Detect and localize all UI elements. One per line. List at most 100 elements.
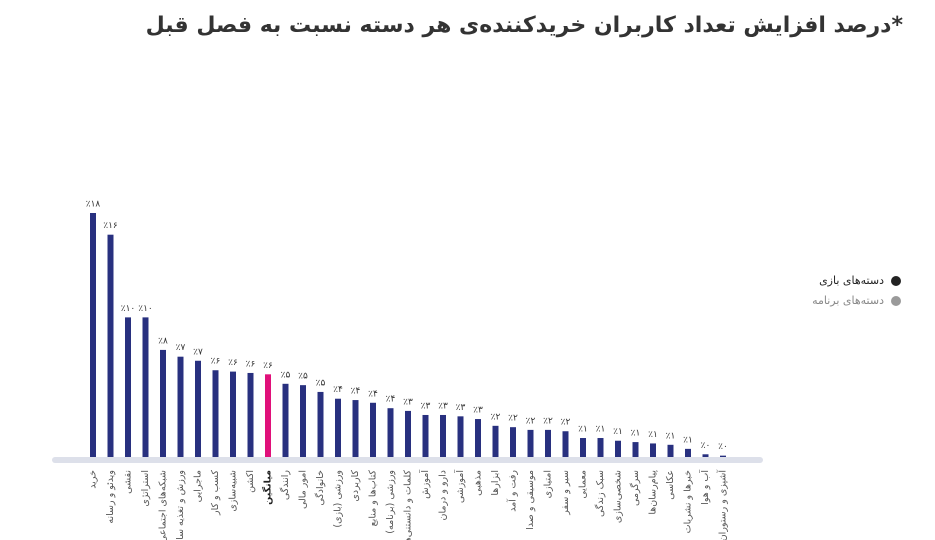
value-label: ٪۱۰ [121,304,136,314]
value-label: ٪۶ [228,358,238,368]
legend-marker[interactable] [891,296,901,306]
value-label: ٪۳ [403,397,413,407]
x-tick-label: شبکه‌های اجتماعی [158,470,169,540]
bar [510,427,516,457]
value-label: ٪۲ [543,416,553,426]
bar [370,402,376,457]
value-label: ٪۶ [246,359,256,369]
x-tick-label: سیر و سفر [560,470,571,516]
value-label: ٪۸ [158,336,168,346]
bar [650,443,656,457]
x-tick-label: شبیه‌سازی [228,470,239,512]
value-label: ٪۰ [718,442,728,452]
x-tick-label: کاربردی [350,470,361,502]
legend-label[interactable]: دسته‌های برنامه [812,294,884,307]
value-label: ٪۵ [281,370,291,380]
value-label: ٪۳ [456,403,466,413]
x-tick-label: شخصی‌سازی [613,470,624,523]
bar [615,440,621,457]
x-tick-label: رانندگی [279,470,291,501]
value-label: ٪۶ [211,357,221,367]
bar [597,438,604,457]
bar [387,408,394,457]
bar [702,454,709,457]
value-label: ٪۰ [701,441,711,451]
x-tick-label: ورزشی (بازی) [333,470,344,528]
x-tick-label: امتیازی [543,470,554,498]
value-label: ٪۱ [666,431,676,441]
bar [405,410,411,457]
bar [720,455,726,457]
x-tick-label: خرید [88,470,99,489]
x-tick-label: ورزش و تغذیه سالم [175,470,186,540]
legend-label[interactable]: دسته‌های بازی [819,274,884,287]
bar [335,398,341,457]
bar [125,317,131,457]
x-tick-label: سرگرمی [629,470,641,506]
value-label: ٪۲ [491,412,501,422]
bar [475,419,481,457]
x-tick-label: میانگین [262,470,274,505]
bar [90,213,96,457]
x-tick-label: کسب و کار [210,470,221,516]
bar [352,400,359,457]
value-label: ٪۳ [438,401,448,411]
x-tick-label: معمایی [578,470,589,499]
value-label: ٪۱ [596,425,606,435]
bar [212,370,219,457]
value-label: ٪۱ [631,429,641,439]
x-tick-label: خانوادگی [314,470,326,506]
value-label: ٪۱۰ [138,304,153,314]
bar [230,371,236,457]
bar [107,234,114,457]
x-tick-label: آموزشی [453,470,466,503]
x-tick-label: رفت و آمد [506,470,519,512]
value-label: ٪۲ [508,414,518,424]
value-label: ٪۴ [386,395,396,405]
x-tick-label: ماجرایی [193,470,204,502]
bar [142,317,149,457]
x-tick-label: امور مالی [298,470,309,509]
bar [440,414,446,457]
bar [492,425,499,457]
value-label: ٪۴ [351,387,361,397]
bar [527,429,534,457]
bar [265,374,271,457]
bar [160,349,166,457]
bar [247,372,254,457]
bar [317,391,324,457]
value-label: ٪۱ [578,425,588,435]
x-tick-label: اکشن [245,470,256,493]
value-label: ٪۲ [526,416,536,426]
value-label: ٪۱ [648,430,658,440]
value-label: ٪۱ [683,435,693,445]
x-tick-label: سبک زندگی [594,470,606,517]
value-label: ٪۷ [193,347,203,357]
value-label: ٪۳ [421,401,431,411]
bar [300,385,306,457]
value-label: ٪۱۸ [86,200,101,210]
value-label: ٪۳ [473,406,483,416]
bar [545,429,551,457]
legend-marker[interactable] [891,276,901,286]
value-label: ٪۴ [368,389,378,399]
bar [580,438,586,457]
baseline [52,457,763,463]
x-tick-label: آب و هوا [698,470,711,505]
x-tick-label: مذهبی [473,470,484,496]
value-label: ٪۱ [613,427,623,437]
bar [177,356,184,457]
chart-title: درصد افزایش تعداد کاربران خریدکننده‌ی هر… [146,13,904,38]
value-label: ٪۲ [561,418,571,428]
value-label: ٪۱۶ [103,221,118,231]
bar [667,444,674,457]
x-tick-label: پیام‌رسان‌ها [648,470,659,515]
x-tick-label: دارو و درمان [438,470,449,520]
x-tick-label: ورزشی (برنامه) [385,470,396,534]
x-tick-label: آموزش [418,470,431,499]
bar [685,448,691,457]
x-tick-label: ویدئو و رسانه [105,470,116,524]
value-label: ٪۵ [298,372,308,382]
